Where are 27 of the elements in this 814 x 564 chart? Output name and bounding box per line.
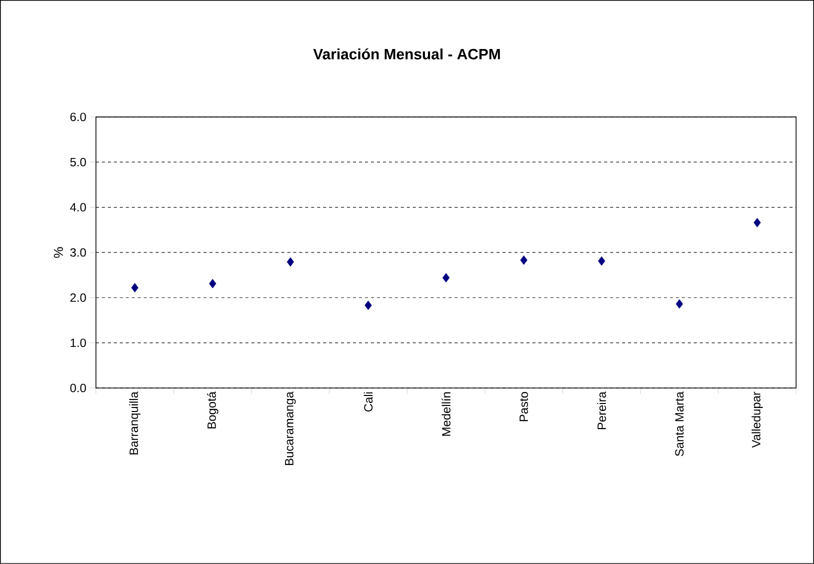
y-tick-label: 2.0 [70, 293, 86, 302]
y-tick-label: 1.0 [70, 338, 86, 348]
point [286, 257, 294, 267]
x-tick-label: Barranquilla [129, 392, 140, 454]
x-tick-label: Pasto [520, 392, 528, 422]
point [209, 278, 216, 288]
x-tick-label: Bogotá [206, 392, 218, 428]
point [442, 273, 450, 282]
point [364, 300, 372, 310]
y-tick-label: 5.0 [70, 158, 86, 166]
y-tick-label: 3.0 [70, 248, 86, 257]
x-tick-label: Medellín [442, 392, 450, 436]
x-tick-label: Valledupar [752, 392, 763, 448]
y-tick-label: 4.0 [70, 203, 86, 212]
y-tick-label: 6.0 [70, 112, 86, 122]
point [676, 299, 683, 309]
x-tick-label: Cali [364, 392, 373, 412]
point [520, 255, 528, 265]
x-tick-label: Santa Marta [675, 392, 684, 456]
point [754, 218, 761, 228]
point [131, 283, 138, 292]
y-tick-label: 0.0 [70, 384, 86, 392]
point [598, 256, 606, 266]
chart-title: Variación Mensual - ACPM [313, 48, 500, 60]
x-tick-label: Bucaramanga [285, 392, 296, 465]
y-axis-title: % [54, 247, 63, 258]
x-tick-label: Pereira [597, 392, 606, 430]
